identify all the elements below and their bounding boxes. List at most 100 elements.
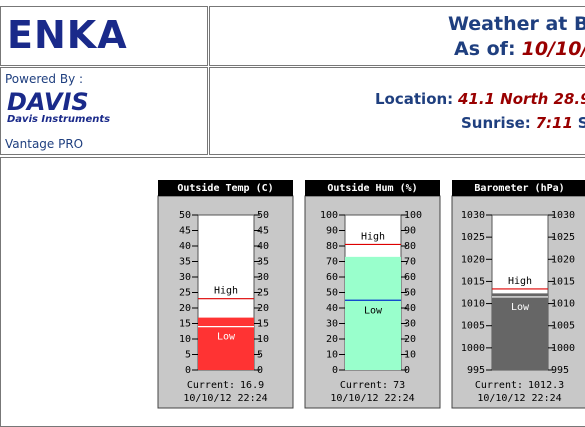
current-label: Current: xyxy=(187,380,235,391)
gauge-title-bar xyxy=(305,180,440,196)
y-tick-label: 80 xyxy=(326,241,338,252)
y-tick-label: 100 xyxy=(404,210,422,221)
y-tick-label: 35 xyxy=(257,257,269,268)
y-tick-label: 20 xyxy=(404,334,416,345)
low-label: Low xyxy=(511,302,530,313)
y-tick-label: 40 xyxy=(257,241,269,252)
timestamp: 10/10/12 22:24 xyxy=(330,393,414,404)
product: Vantage PRO xyxy=(5,137,84,151)
gauge-title: Outside Temp (C) xyxy=(177,182,273,194)
y-tick-label: 45 xyxy=(179,226,191,237)
location: 41.1 North 28.9 xyxy=(457,90,585,108)
y-tick-label: 20 xyxy=(179,303,191,314)
y-tick-label: 0 xyxy=(332,365,338,376)
y-tick-label: 30 xyxy=(326,319,338,330)
y-tick-label: 45 xyxy=(257,226,269,237)
location-label: Location: xyxy=(375,90,454,108)
low-label: Low xyxy=(364,305,383,316)
y-tick-label: 35 xyxy=(179,257,191,268)
timestamp: 10/10/12 22:24 xyxy=(183,393,267,404)
y-tick-label: 10 xyxy=(404,350,416,361)
high-label: High xyxy=(361,231,385,242)
sunrise-label: Sunrise: xyxy=(461,114,531,132)
low-label: Low xyxy=(217,332,236,343)
y-tick-label: 40 xyxy=(404,303,416,314)
y-tick-label: 1030 xyxy=(551,210,575,221)
info-cell: Location: 41.1 North 28.9 Sunrise: 7:11 … xyxy=(209,67,585,155)
y-tick-label: 1005 xyxy=(461,321,485,332)
y-tick-label: 1000 xyxy=(551,343,575,354)
gauge-title: Barometer (hPa) xyxy=(474,183,564,194)
current-value: 16.9 xyxy=(240,380,264,391)
y-tick-label: 1010 xyxy=(551,299,575,310)
brand-sub: Davis Instruments xyxy=(7,114,111,125)
y-tick-label: 20 xyxy=(257,303,269,314)
y-tick-label: 60 xyxy=(326,272,338,283)
y-tick-label: 15 xyxy=(257,319,269,330)
y-tick-label: 40 xyxy=(179,241,191,252)
gauge-title-bar xyxy=(452,180,585,196)
y-tick-label: 70 xyxy=(404,257,416,268)
title-cell: Weather at Bal As of: 10/10/1 xyxy=(209,6,585,66)
gauge-title-bar xyxy=(158,180,293,196)
high-label: High xyxy=(508,276,532,287)
y-tick-label: 10 xyxy=(179,334,191,345)
y-tick-label: 15 xyxy=(179,319,191,330)
y-tick-label: 50 xyxy=(179,210,191,221)
y-tick-label: 70 xyxy=(326,257,338,268)
y-tick-label: 10 xyxy=(326,350,338,361)
y-tick-label: 995 xyxy=(551,365,569,376)
sunrise-row: Sunrise: 7:11 S xyxy=(461,114,585,132)
powered-by: Powered By : xyxy=(5,72,84,86)
current-text: Current: 16.9 xyxy=(187,380,264,391)
as-of-row: As of: 10/10/1 xyxy=(454,38,585,60)
y-tick-label: 995 xyxy=(467,365,485,376)
y-tick-label: 1020 xyxy=(461,254,485,265)
current-value: 1012.3 xyxy=(528,380,564,391)
y-tick-label: 1020 xyxy=(551,254,575,265)
y-tick-label: 5 xyxy=(257,350,263,361)
current-bar xyxy=(345,256,401,370)
y-tick-label: 30 xyxy=(179,272,191,283)
high-label: High xyxy=(214,286,238,297)
y-tick-label: 25 xyxy=(257,288,269,299)
y-tick-label: 10 xyxy=(257,334,269,345)
current-label: Current: xyxy=(475,380,523,391)
y-tick-label: 5 xyxy=(185,350,191,361)
y-tick-label: 90 xyxy=(404,226,416,237)
timestamp: 10/10/12 22:24 xyxy=(477,393,561,404)
y-tick-label: 40 xyxy=(326,303,338,314)
more: S xyxy=(578,114,585,132)
y-tick-label: 60 xyxy=(404,272,416,283)
sunrise: 7:11 xyxy=(535,114,573,132)
sidebar: Powered By : DAVIS Davis Instruments Van… xyxy=(0,67,208,155)
y-tick-label: 1025 xyxy=(551,232,575,243)
y-tick-label: 80 xyxy=(404,241,416,252)
y-tick-label: 1000 xyxy=(461,343,485,354)
y-tick-label: 25 xyxy=(179,288,191,299)
y-tick-label: 50 xyxy=(404,288,416,299)
logo: ENKA xyxy=(7,13,128,57)
current-label: Current: xyxy=(340,380,388,391)
current-text: Current: 1012.3 xyxy=(475,380,564,391)
y-tick-label: 0 xyxy=(257,365,263,376)
y-tick-label: 1015 xyxy=(461,276,485,287)
gauge-cell: Outside Temp (C) 0 0 5 5 10 10 15 15 20 20 25 25 30 30… xyxy=(0,157,585,427)
y-tick-label: 20 xyxy=(326,334,338,345)
y-tick-label: 100 xyxy=(320,210,338,221)
y-tick-label: 1030 xyxy=(461,210,485,221)
as-of-label: As of: xyxy=(454,38,516,60)
y-tick-label: 0 xyxy=(185,365,191,376)
title: Weather at Bal xyxy=(448,13,585,35)
gauge-title: Outside Hum (%) xyxy=(327,182,417,194)
brand: DAVIS xyxy=(7,88,89,116)
y-tick-label: 90 xyxy=(326,226,338,237)
y-tick-label: 1025 xyxy=(461,232,485,243)
location-row: Location: 41.1 North 28.9 xyxy=(375,90,585,108)
current-text: Current: 73 xyxy=(340,380,405,391)
y-tick-label: 0 xyxy=(404,365,410,376)
y-tick-label: 50 xyxy=(326,288,338,299)
